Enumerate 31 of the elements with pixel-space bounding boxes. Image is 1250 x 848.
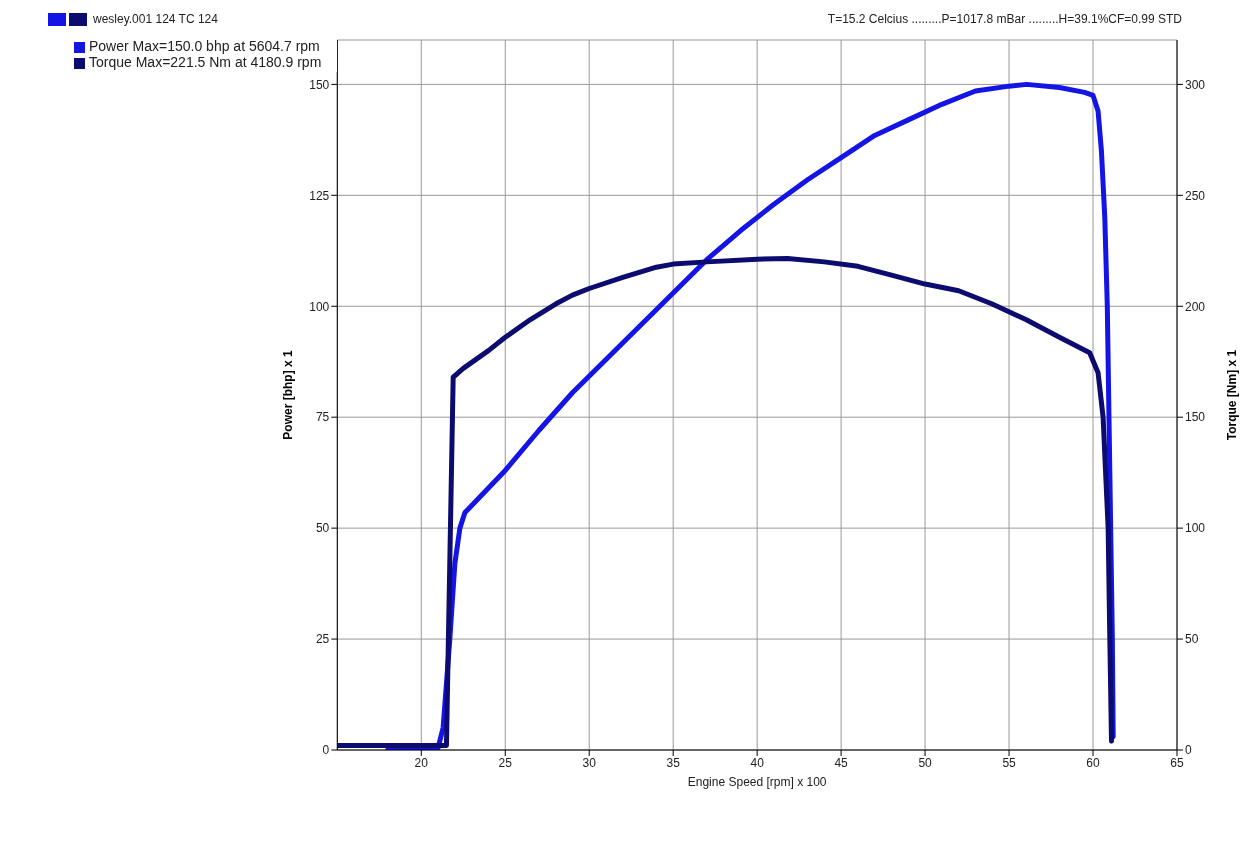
y2-tick-label: 0 bbox=[1185, 743, 1192, 758]
y-tick-label: 0 bbox=[322, 743, 330, 758]
x-tick-label: 30 bbox=[582, 755, 597, 770]
x-tick-label: 55 bbox=[1002, 755, 1017, 770]
x-tick-label: 25 bbox=[498, 755, 513, 770]
legend-label: Power Max=150.0 bhp at 5604.7 rpm bbox=[89, 38, 320, 54]
y2-axis-title: Torque [Nm] x 1 bbox=[1225, 349, 1240, 441]
y-tick-label: 125 bbox=[309, 188, 330, 203]
y-tick-label: 25 bbox=[315, 632, 330, 647]
y-axis-title: Power [bhp] x 1 bbox=[280, 350, 295, 440]
text: wesley.001 124 TC 124 bbox=[93, 12, 218, 26]
x-tick-label: 20 bbox=[414, 755, 429, 770]
y-tick-label: 50 bbox=[315, 521, 330, 536]
x-tick-label: 60 bbox=[1086, 755, 1101, 770]
x-tick-label: 65 bbox=[1170, 755, 1184, 770]
y2-tick-label: 300 bbox=[1185, 77, 1206, 92]
y2-tick-label: 250 bbox=[1185, 188, 1206, 203]
x-axis-title: Engine Speed [rpm] x 100 bbox=[687, 775, 827, 789]
text: T=15.2 Celcius .........P=1017.8 mBar .........H=39.1%CF=0.99 STD bbox=[827, 12, 1182, 26]
x-tick-label: 40 bbox=[750, 755, 765, 770]
y-tick-label: 75 bbox=[315, 410, 330, 425]
y-tick-label: 150 bbox=[309, 77, 330, 92]
y2-tick-label: 100 bbox=[1185, 521, 1206, 536]
y2-tick-label: 150 bbox=[1185, 410, 1206, 425]
legend-label: Torque Max=221.5 Nm at 4180.9 rpm bbox=[89, 54, 322, 70]
y-tick-label: 100 bbox=[309, 299, 330, 314]
x-tick-label: 50 bbox=[918, 755, 933, 770]
y2-tick-label: 50 bbox=[1185, 632, 1199, 647]
x-tick-label: 35 bbox=[666, 755, 681, 770]
x-tick-label: 45 bbox=[834, 755, 849, 770]
y2-tick-label: 200 bbox=[1185, 299, 1206, 314]
